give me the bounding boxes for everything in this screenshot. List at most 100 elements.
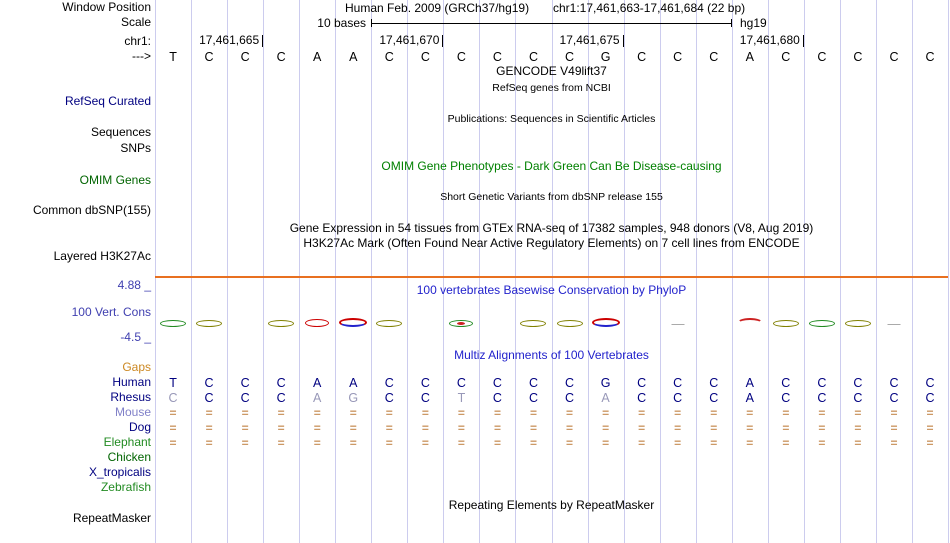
base-gridline: [335, 0, 337, 543]
track-label-omim-genes[interactable]: OMIM Genes: [79, 173, 151, 187]
dna-base: C: [420, 50, 430, 64]
alignment-gap: =: [602, 436, 610, 450]
dna-base: C: [781, 50, 791, 64]
dna-base: C: [673, 50, 683, 64]
species-label-dog[interactable]: Dog: [128, 420, 151, 434]
alignment-gap: =: [566, 421, 574, 435]
species-label-human[interactable]: Human: [112, 375, 151, 389]
h3k27ac-track-title[interactable]: H3K27Ac Mark (Often Found Near Active Re…: [303, 236, 800, 250]
track-label-common-dbsnp[interactable]: Common dbSNP(155): [32, 203, 151, 217]
alignment-gap: =: [710, 421, 718, 435]
species-label-elephant[interactable]: Elephant: [103, 435, 151, 449]
position-ruler[interactable]: 17,461,665 17,461,670 17,461,675 17,461,680: [155, 34, 948, 48]
species-label-chicken[interactable]: Chicken: [107, 450, 151, 464]
dna-base: A: [313, 50, 322, 64]
alignment-gap: =: [205, 421, 213, 435]
base-gridline: [623, 0, 625, 543]
aligned-base: A: [601, 391, 610, 405]
aligned-base: C: [456, 376, 466, 390]
dna-base: C: [889, 50, 899, 64]
gencode-track-title[interactable]: GENCODE V49lift37: [496, 64, 607, 78]
alignment-gap: =: [926, 406, 934, 420]
aligned-base: C: [637, 391, 647, 405]
ruler-tick-mark: [442, 35, 444, 47]
aligned-base: C: [925, 376, 935, 390]
cons-axis-min: -4.5 _: [120, 330, 151, 344]
base-gridline: [371, 0, 373, 543]
alignment-gap: =: [674, 421, 682, 435]
alignment-gap: =: [313, 436, 321, 450]
scale-bases-label: 10 bases: [317, 16, 366, 30]
base-gridline: [803, 0, 805, 543]
species-label-x_tropicalis[interactable]: X_tropicalis: [88, 465, 151, 479]
base-gridline: [551, 0, 553, 543]
alignment-gap: =: [782, 421, 790, 435]
alignment-row-mouse: = = = = = = = = = = = = = = = = = = = = = =: [155, 406, 948, 421]
track-label-100-vert-cons[interactable]: 100 Vert. Cons: [71, 305, 151, 319]
alignment-gap: =: [169, 436, 177, 450]
aligned-base: A: [313, 376, 322, 390]
aligned-base: C: [240, 391, 250, 405]
dbsnp-track-title[interactable]: Short Genetic Variants from dbSNP releas…: [440, 191, 663, 203]
species-label-zebrafish[interactable]: Zebrafish: [100, 480, 151, 494]
alignment-gap: =: [457, 436, 465, 450]
alignment-gap: =: [493, 421, 501, 435]
base-gridline: [731, 0, 733, 543]
alignment-gap: =: [710, 436, 718, 450]
aligned-base: C: [781, 376, 791, 390]
aligned-base: A: [745, 376, 754, 390]
base-gridline: [839, 0, 841, 543]
base-gridlines: [155, 0, 949, 543]
aligned-base: C: [925, 391, 935, 405]
phylop-track-title[interactable]: 100 vertebrates Basewise Conservation by…: [416, 283, 687, 297]
track-label-snps[interactable]: SNPs: [120, 141, 151, 155]
aligned-base: C: [781, 391, 791, 405]
species-label-gaps[interactable]: Gaps: [122, 360, 151, 374]
header-row: Human Feb. 2009 (GRCh37/hg19) chr1:17,46…: [155, 1, 948, 15]
publications-track-title[interactable]: Publications: Sequences in Scientific Ar…: [447, 113, 656, 125]
base-gridline: [191, 0, 193, 543]
dna-base: G: [600, 50, 611, 64]
alignment-gap: =: [529, 436, 537, 450]
alignment-gap: =: [493, 406, 501, 420]
aligned-base: C: [673, 391, 683, 405]
track-label-refseq-curated[interactable]: RefSeq Curated: [64, 94, 151, 108]
track-label-layered-h3k27ac[interactable]: Layered H3K27Ac: [53, 249, 151, 263]
aligned-base: C: [384, 376, 394, 390]
ruler-tick-mark: [262, 35, 264, 47]
aligned-base: C: [276, 376, 286, 390]
alignment-gap: =: [169, 406, 177, 420]
refseq-track-note[interactable]: RefSeq genes from NCBI: [492, 82, 611, 94]
alignment-gap: =: [349, 421, 357, 435]
gtex-track-title[interactable]: Gene Expression in 54 tissues from GTEx …: [289, 221, 814, 235]
species-label-mouse[interactable]: Mouse: [114, 405, 151, 419]
species-label-rhesus[interactable]: Rhesus: [110, 390, 151, 404]
aligned-base: A: [313, 391, 322, 405]
multiz-track-title[interactable]: Multiz Alignments of 100 Vertebrates: [454, 348, 649, 362]
aligned-base: C: [673, 376, 683, 390]
alignment-gap: =: [241, 406, 249, 420]
alignment-gap: =: [566, 436, 574, 450]
base-gridline: [695, 0, 697, 543]
alignment-gap: =: [313, 421, 321, 435]
omim-track-title[interactable]: OMIM Gene Phenotypes - Dark Green Can Be…: [381, 159, 722, 173]
alignment-gap: =: [349, 436, 357, 450]
alignment-gap: =: [926, 421, 934, 435]
dna-base: C: [528, 50, 538, 64]
track-label-sequences[interactable]: Sequences: [90, 125, 151, 139]
alignment-gap: =: [566, 406, 574, 420]
alignment-gap: =: [854, 406, 862, 420]
base-gridline: [263, 0, 265, 543]
track-label-repeatmasker[interactable]: RepeatMasker: [72, 511, 151, 525]
repeatmasker-track-title[interactable]: Repeating Elements by RepeatMasker: [448, 498, 655, 512]
aligned-base: C: [420, 391, 430, 405]
scale-label: Scale: [120, 15, 151, 29]
alignment-gap: =: [818, 406, 826, 420]
base-gridline: [299, 0, 301, 543]
dna-base: C: [565, 50, 575, 64]
aligned-base: C: [565, 391, 575, 405]
cons-axis-max: 4.88 _: [117, 278, 151, 292]
